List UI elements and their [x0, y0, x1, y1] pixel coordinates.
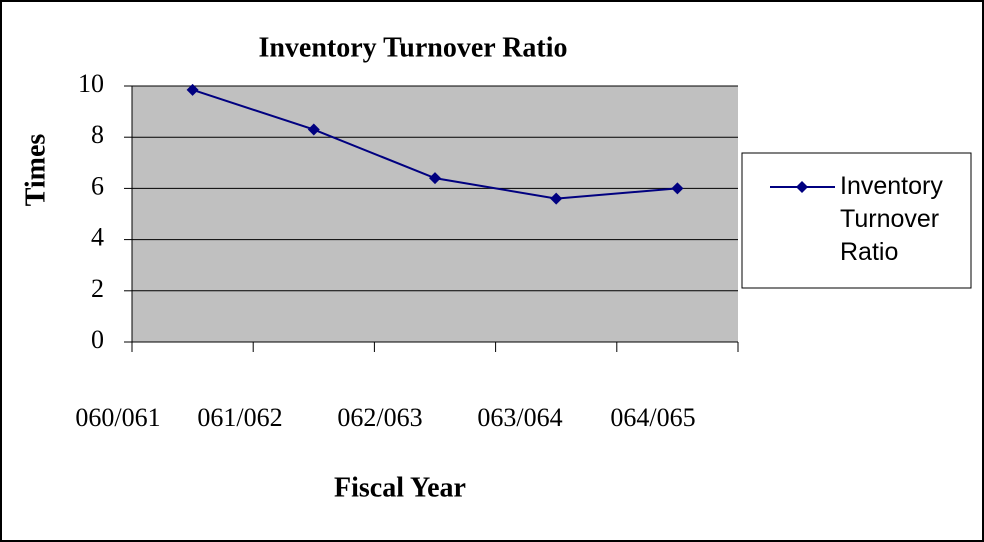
- marker: [796, 181, 808, 193]
- plot-area: [132, 86, 738, 342]
- x-tick-label: 061/062: [197, 403, 282, 432]
- marker: [550, 192, 563, 205]
- y-tick-label: 2: [91, 274, 104, 303]
- y-axis-label: Times: [20, 134, 51, 207]
- legend-label: Inventory Turnover Ratio: [840, 172, 943, 266]
- marker: [429, 172, 441, 185]
- y-tick-label: 10: [78, 69, 104, 98]
- marker: [307, 123, 320, 136]
- chart-title: Inventory Turnover Ratio: [258, 32, 567, 63]
- x-tick-label: 060/061: [75, 403, 160, 432]
- y-tick-label: 4: [91, 223, 104, 252]
- x-tick-label: 063/064: [477, 403, 562, 432]
- y-tick-label: 0: [91, 325, 104, 354]
- y-tick-label: 6: [91, 171, 104, 200]
- marker: [186, 83, 199, 96]
- y-tick-label: 8: [91, 120, 104, 149]
- x-tick-label: 064/065: [610, 403, 695, 432]
- legend-label-box: Inventory Turnover Ratio: [840, 172, 943, 266]
- x-axis-label: Fiscal Year: [334, 472, 466, 503]
- marker: [671, 182, 684, 195]
- legend: [741, 152, 972, 289]
- x-tick-label: 062/063: [337, 403, 422, 432]
